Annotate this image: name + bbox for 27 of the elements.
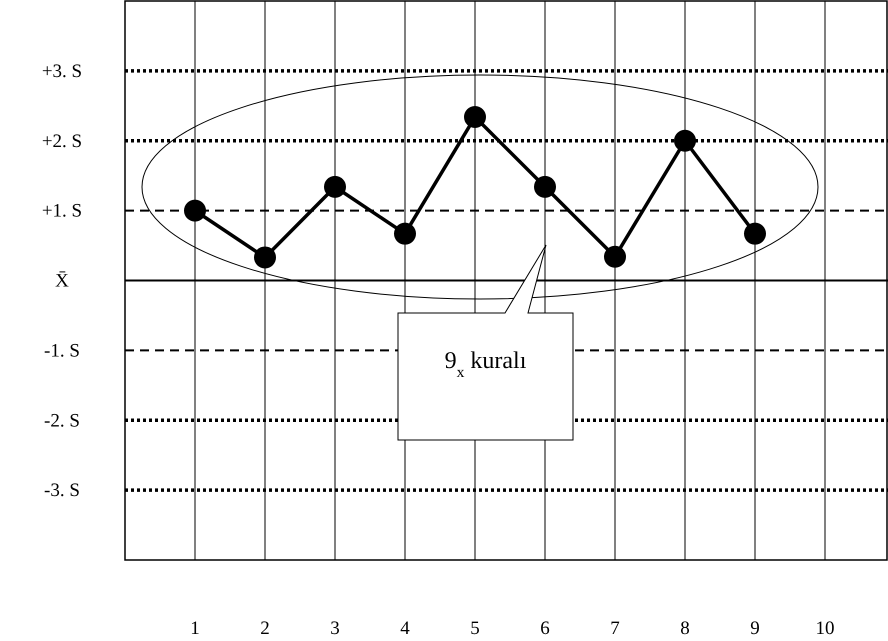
annotation: 9$_{x}$ kuralı — [444, 348, 527, 380]
x-tick-label: 8 — [680, 618, 690, 639]
point — [674, 130, 696, 152]
y-tick-label: -2. S — [44, 410, 80, 432]
point — [744, 222, 766, 245]
x-tick-label: 3 — [330, 618, 340, 639]
point — [534, 176, 556, 198]
y-tick-label: X̄ — [55, 270, 70, 292]
x-tick-label: 1 — [190, 618, 200, 639]
x-tick-label: 4 — [400, 618, 410, 639]
point — [254, 246, 276, 268]
y-tick-label: +3. S — [42, 60, 82, 82]
point — [394, 222, 416, 245]
y-tick-label: -3. S — [44, 480, 80, 502]
point — [324, 176, 346, 198]
x-tick-label: 10 — [816, 618, 834, 639]
x-tick-label: 7 — [610, 618, 620, 639]
x-tick-label: 6 — [540, 618, 550, 639]
x-tick-label: 9 — [750, 618, 760, 639]
y-tick-label: +2. S — [42, 130, 82, 152]
point — [604, 246, 626, 268]
point — [464, 106, 486, 128]
x-tick-label: 2 — [260, 618, 270, 639]
y-tick-label: +1. S — [42, 200, 82, 222]
y-tick-label: -1. S — [44, 340, 80, 362]
x-tick-label: 5 — [470, 618, 480, 639]
point — [184, 200, 206, 222]
